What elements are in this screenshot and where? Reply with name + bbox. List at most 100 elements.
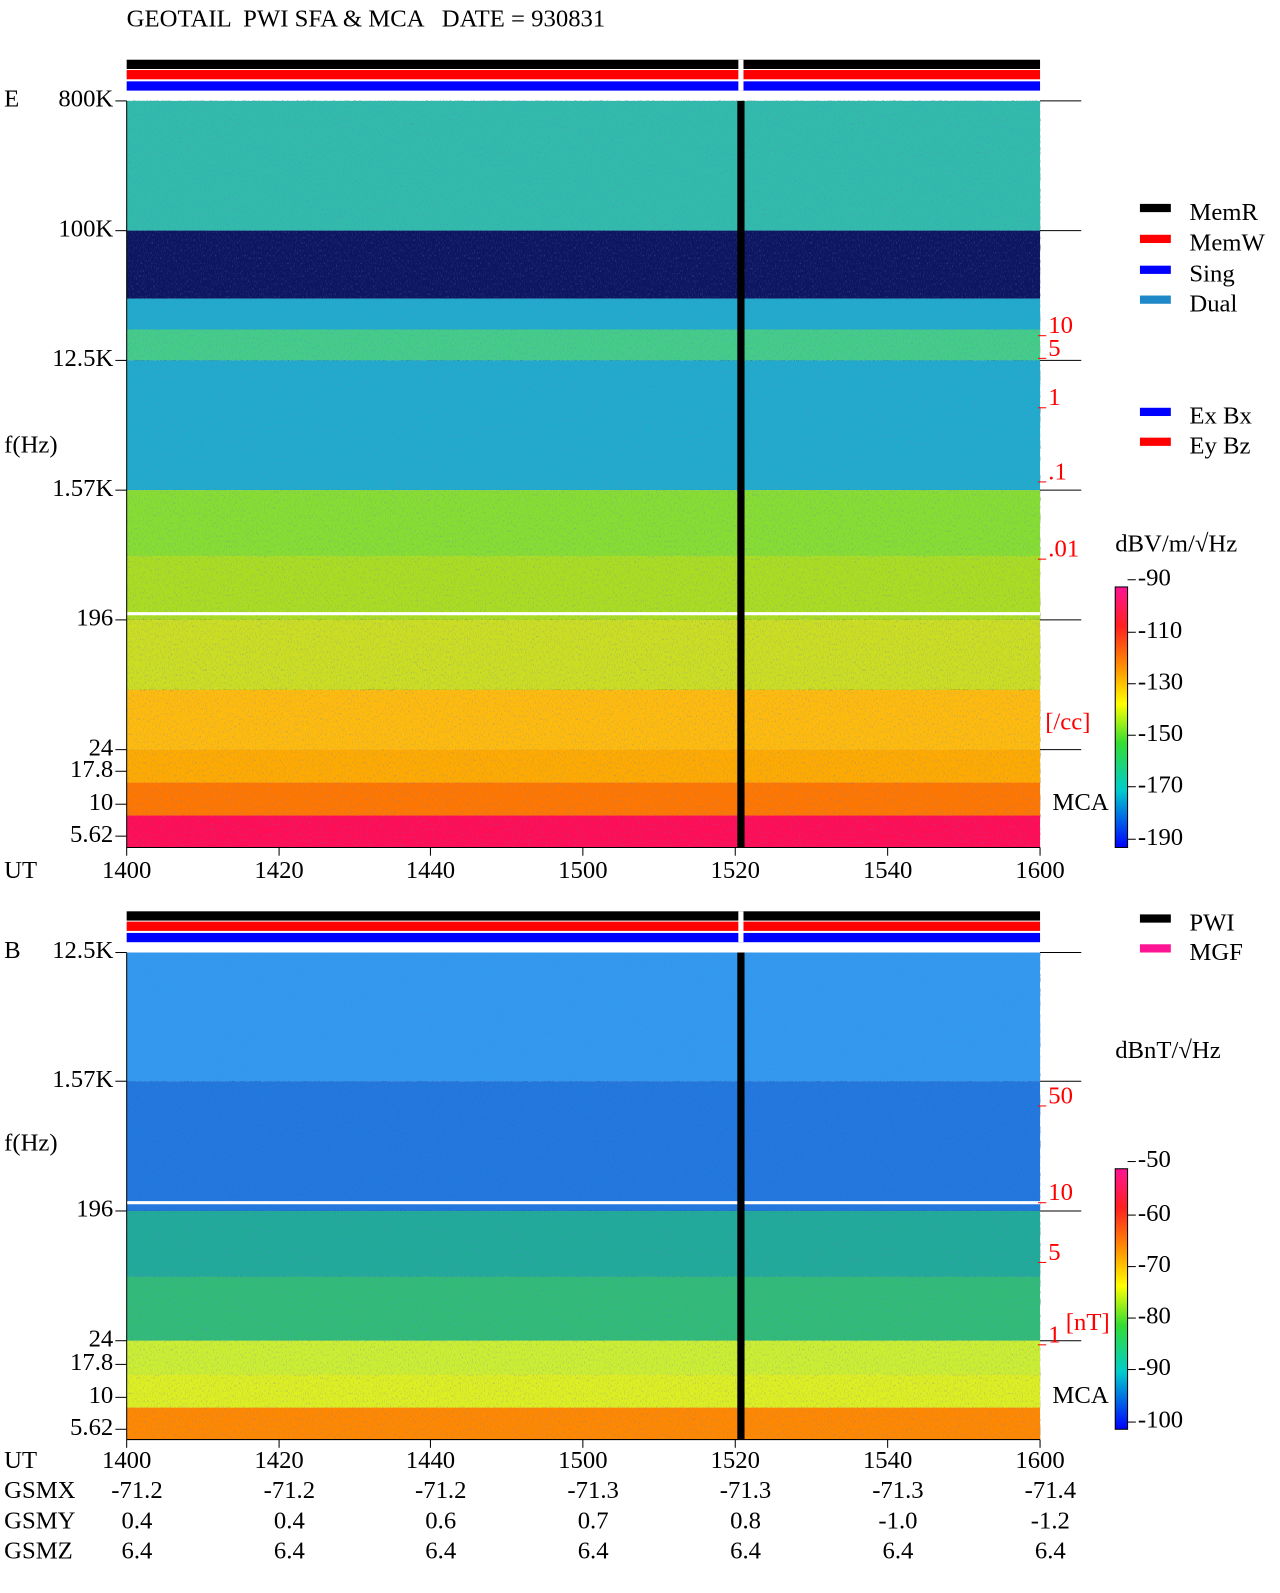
time-tick-label: 1500	[558, 1447, 607, 1474]
legend-label: MemW	[1189, 230, 1265, 257]
right-tick-label: 5	[1048, 335, 1060, 362]
colorbar-unit: dBnT/√Hz	[1115, 1037, 1221, 1064]
orbit-value: 6.4	[425, 1538, 456, 1565]
time-axis-label: UT	[4, 857, 37, 884]
colorbar-tick-label: -70	[1138, 1251, 1171, 1278]
time-tick-label: 1600	[1015, 1447, 1064, 1474]
orbit-value: 0.4	[274, 1508, 305, 1535]
status-bar	[126, 70, 1041, 80]
time-tick-label: 1420	[254, 857, 303, 884]
time-tick-label: 1520	[711, 1447, 760, 1474]
title: GEOTAIL PWI SFA & MCA DATE = 930831	[127, 5, 606, 32]
freq-tick-label: 1.57K	[52, 1066, 113, 1093]
time-tick-label: 1540	[863, 1447, 912, 1474]
colorbar-tick-label: -80	[1138, 1303, 1171, 1330]
freq-tick-label: 17.8	[70, 1349, 113, 1376]
status-gap	[738, 911, 744, 943]
spectrogram-speckle	[126, 952, 1041, 1440]
right-tick-label: 50	[1048, 1082, 1073, 1109]
freq-tick-label: 12.5K	[52, 937, 113, 964]
freq-tick-label: 10	[89, 789, 114, 816]
legend-swatch	[1139, 295, 1171, 304]
legend-swatch	[1139, 203, 1171, 213]
panel-label: B	[4, 937, 20, 964]
legend-label: MemR	[1189, 199, 1258, 226]
right-tick-label: 1	[1048, 384, 1060, 411]
status-bar	[126, 81, 1041, 91]
orbit-value: 6.4	[883, 1538, 914, 1565]
right-unit: [nT]	[1066, 1309, 1110, 1336]
legend-swatch	[1139, 407, 1171, 417]
orbit-value: 6.4	[730, 1538, 761, 1565]
orbit-value: 0.4	[122, 1508, 153, 1535]
legend-swatch	[1139, 914, 1171, 923]
time-tick-label: 1500	[558, 857, 607, 884]
orbit-value: -71.3	[567, 1477, 618, 1504]
time-tick-label: 1600	[1015, 857, 1064, 884]
status-bar	[126, 932, 1041, 943]
orbit-value: -71.2	[111, 1477, 162, 1504]
freq-tick-label: 800K	[58, 86, 113, 113]
colorbar-unit: dBV/m/√Hz	[1115, 530, 1237, 557]
data-gap	[737, 100, 745, 848]
right-unit: [/cc]	[1045, 709, 1090, 736]
orbit-value: -71.3	[872, 1477, 923, 1504]
orbit-label: GSMX	[4, 1477, 76, 1504]
colorbar-tick-label: -90	[1138, 564, 1171, 591]
colorbar-tick-label: -190	[1138, 824, 1183, 851]
time-axis-label: UT	[4, 1447, 37, 1474]
legend-label: Ey Bz	[1189, 433, 1250, 460]
right-tick-label: 5	[1048, 1239, 1060, 1266]
colorbar-tick-label: -150	[1138, 720, 1183, 747]
time-tick-label: 1420	[254, 1447, 303, 1474]
colorbar-tick-label: -100	[1138, 1407, 1183, 1434]
legend-label: PWI	[1189, 909, 1234, 936]
colorbar-tick-label: -90	[1138, 1354, 1171, 1381]
orbit-label: GSMZ	[4, 1538, 73, 1565]
freq-tick-label: 5.62	[70, 821, 113, 848]
right-tick-label: .1	[1048, 458, 1067, 485]
orbit-value: 0.6	[425, 1508, 456, 1535]
freq-tick-label: 17.8	[70, 756, 113, 783]
status-gap	[738, 59, 744, 91]
freq-tick-label: 12.5K	[52, 345, 113, 372]
axis-label: f(Hz)	[4, 1130, 57, 1157]
freq-tick-label: 24	[89, 1325, 114, 1352]
time-tick-label: 1540	[863, 857, 912, 884]
status-bar	[126, 911, 1041, 921]
freq-tick-label: 5.62	[70, 1414, 113, 1441]
orbit-value: -71.2	[415, 1477, 466, 1504]
data-gap	[737, 952, 745, 1440]
right-tick-label: 10	[1048, 312, 1073, 339]
legend-label: Dual	[1189, 291, 1237, 318]
legend-label: Ex Bx	[1189, 403, 1252, 430]
freq-tick-label: 100K	[58, 215, 113, 242]
orbit-value: -1.2	[1031, 1508, 1070, 1535]
freq-tick-label: 1.57K	[52, 475, 113, 502]
freq-tick-label: 196	[76, 605, 113, 632]
orbit-label: GSMY	[4, 1508, 76, 1535]
colorbar-tick-label: -170	[1138, 771, 1183, 798]
right-tick-label: 1	[1048, 1321, 1060, 1348]
orbit-value: -71.2	[264, 1477, 315, 1504]
right-tick-label: 10	[1048, 1179, 1073, 1206]
orbit-value: 6.4	[1035, 1538, 1066, 1565]
legend-swatch	[1139, 234, 1171, 244]
legend-swatch	[1139, 265, 1171, 274]
spectrogram-speckle	[126, 100, 1041, 848]
colorbar-tick-label: -60	[1138, 1200, 1171, 1227]
status-bar	[126, 59, 1041, 69]
colorbar	[1114, 586, 1129, 848]
time-tick-label: 1440	[406, 1447, 455, 1474]
legend-label: Sing	[1189, 261, 1234, 288]
orbit-value: 6.4	[578, 1538, 609, 1565]
mca-label: MCA	[1052, 1382, 1108, 1409]
axis-label: f(Hz)	[4, 432, 57, 459]
freq-tick-label: 10	[89, 1382, 114, 1409]
legend-swatch	[1139, 437, 1171, 446]
time-tick-label: 1440	[406, 857, 455, 884]
legend-swatch	[1139, 944, 1171, 953]
status-bar	[126, 921, 1041, 931]
orbit-value: -71.3	[720, 1477, 771, 1504]
